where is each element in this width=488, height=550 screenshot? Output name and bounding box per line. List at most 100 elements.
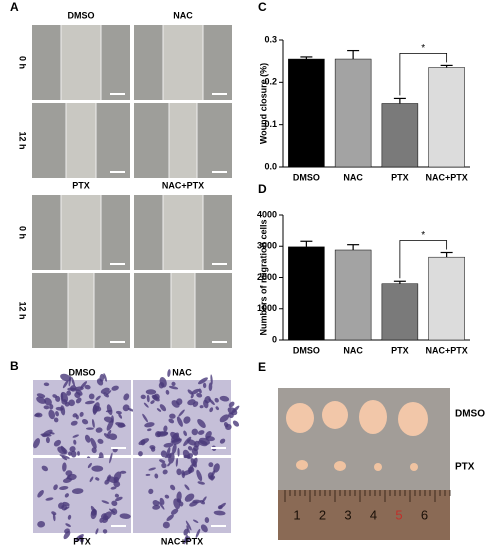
- stained-cell: [73, 439, 77, 445]
- x-tick-label: NAC+PTX: [425, 345, 467, 355]
- stained-cell: [95, 477, 100, 481]
- stained-cell: [33, 438, 41, 449]
- stained-cell: [230, 405, 240, 414]
- tumor: [374, 463, 382, 471]
- stained-cell: [166, 514, 174, 522]
- stained-cell: [176, 499, 182, 503]
- stained-cell: [64, 493, 69, 498]
- stained-cell: [95, 395, 101, 401]
- stained-cell: [219, 438, 226, 444]
- stained-cell: [156, 408, 162, 412]
- stained-cell: [182, 469, 192, 476]
- stained-cell: [192, 519, 199, 524]
- stained-cell: [191, 388, 200, 395]
- stained-cell: [183, 430, 188, 437]
- stained-cell: [106, 474, 111, 482]
- stained-cell: [172, 443, 177, 455]
- stained-cell: [115, 496, 123, 502]
- condition-label: NAC: [172, 367, 192, 377]
- stained-cell: [37, 521, 46, 528]
- stained-cell: [59, 454, 70, 459]
- condition-label: PTX: [73, 536, 91, 546]
- stained-cell: [200, 524, 208, 533]
- condition-label: NAC+PTX: [161, 536, 203, 546]
- stained-cell: [154, 473, 159, 479]
- stained-cell: [166, 446, 171, 458]
- wound-gap: [171, 273, 195, 348]
- stained-cell: [81, 418, 89, 425]
- stained-cell: [158, 431, 162, 438]
- stained-cell: [225, 423, 232, 431]
- stained-cell: [167, 369, 171, 378]
- stained-cell: [106, 404, 113, 416]
- stained-cell: [171, 432, 180, 442]
- significance-label: *: [421, 230, 425, 241]
- stained-cell: [70, 420, 78, 426]
- time-label: 0 h: [18, 56, 28, 69]
- stained-cell: [170, 484, 176, 491]
- stained-cell: [65, 523, 71, 527]
- stained-cell: [228, 401, 235, 408]
- stained-cell: [152, 394, 158, 400]
- stained-cell: [204, 396, 211, 404]
- stained-cell: [57, 446, 68, 455]
- bar: [381, 283, 419, 341]
- stained-cell: [197, 481, 205, 485]
- stained-cell: [144, 422, 155, 428]
- condition-label: DMSO: [69, 367, 96, 377]
- bar: [381, 103, 419, 168]
- stained-cell: [190, 394, 194, 399]
- stained-cell: [42, 429, 53, 438]
- y-axis-label: Numbers of migration cells: [258, 219, 268, 335]
- stained-cell: [196, 469, 203, 482]
- x-tick-label: DMSO: [293, 172, 320, 182]
- stained-cell: [199, 405, 204, 409]
- stained-cell: [171, 381, 176, 387]
- stained-cell: [209, 407, 214, 413]
- stained-cell: [91, 419, 95, 428]
- stained-cell: [147, 428, 152, 432]
- bar: [288, 58, 325, 168]
- stained-cell: [190, 458, 197, 468]
- stained-cell: [62, 477, 72, 483]
- stained-cell: [198, 437, 211, 445]
- wound-gap: [61, 195, 101, 270]
- stained-cell: [138, 451, 143, 457]
- stained-cell: [138, 438, 150, 446]
- stained-cell: [160, 450, 167, 458]
- y-tick-label: 0.0: [264, 161, 277, 171]
- stained-cell: [59, 486, 69, 490]
- wound-gap: [163, 195, 203, 270]
- ruler-number: 3: [344, 507, 351, 522]
- stained-cell: [51, 511, 57, 516]
- stained-cell: [103, 433, 110, 439]
- stained-cell: [159, 404, 167, 412]
- transwell-image: [33, 458, 131, 533]
- stained-cell: [63, 530, 71, 540]
- stained-cell: [109, 452, 113, 464]
- group-label: PTX: [455, 462, 475, 473]
- stained-cell: [232, 420, 240, 427]
- time-label: 12 h: [18, 301, 28, 319]
- stained-cell: [219, 414, 230, 423]
- stained-cell: [70, 450, 77, 458]
- stained-cell: [191, 428, 199, 436]
- stained-cell: [123, 393, 130, 401]
- stained-cell: [61, 399, 68, 405]
- stained-cell: [197, 430, 205, 435]
- stained-cell: [178, 409, 185, 417]
- stained-cell: [71, 488, 84, 494]
- stained-cell: [105, 409, 113, 413]
- stained-cell: [162, 469, 168, 475]
- stained-cell: [183, 436, 192, 447]
- stained-cell: [92, 404, 98, 415]
- bar: [334, 58, 372, 168]
- stained-cell: [43, 405, 50, 410]
- stained-cell: [145, 473, 151, 476]
- stained-cell: [75, 397, 82, 404]
- stained-cell: [186, 453, 194, 460]
- y-tick-label: 4000: [257, 209, 277, 219]
- stained-cell: [161, 462, 167, 469]
- panel-label: A: [10, 0, 19, 14]
- stained-cell: [158, 501, 165, 510]
